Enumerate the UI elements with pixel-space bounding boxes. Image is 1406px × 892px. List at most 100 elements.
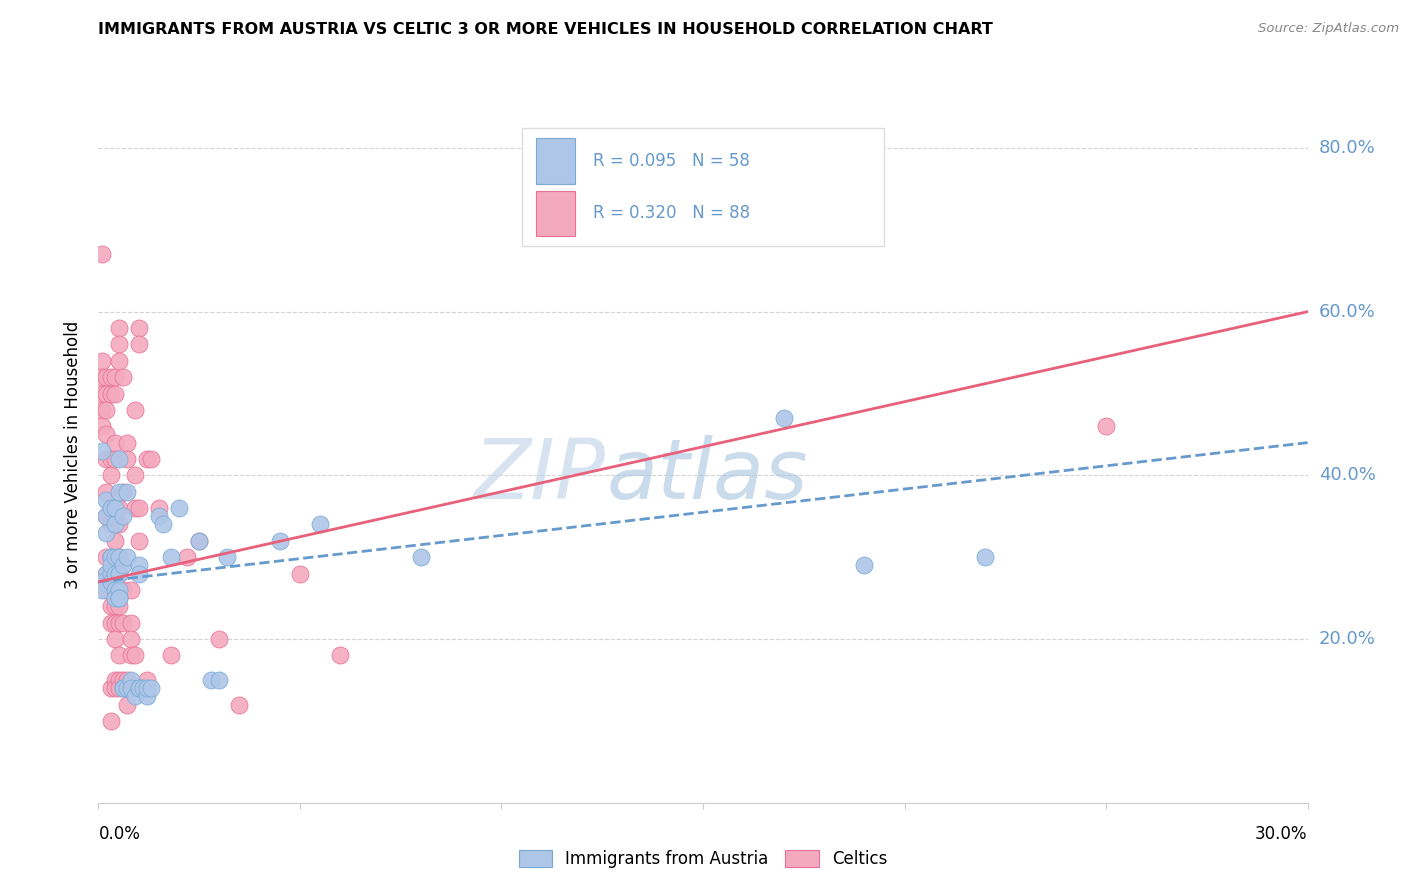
Point — [188, 533, 211, 548]
Point — [96, 452, 118, 467]
Point — [115, 673, 138, 687]
Point — [103, 435, 125, 450]
Point — [91, 574, 114, 589]
Point — [107, 591, 129, 606]
Bar — [536, 191, 575, 235]
Point — [96, 509, 118, 524]
Y-axis label: 3 or more Vehicles in Household: 3 or more Vehicles in Household — [65, 321, 83, 589]
Point — [115, 435, 138, 450]
Point — [107, 681, 129, 696]
Point — [100, 574, 122, 589]
Point — [128, 681, 150, 696]
Point — [91, 370, 114, 384]
Point — [135, 690, 157, 704]
Point — [329, 648, 352, 663]
Point — [135, 673, 157, 687]
Point — [111, 370, 134, 384]
Point — [100, 615, 122, 630]
Point — [103, 501, 125, 516]
Point — [91, 247, 114, 261]
Point — [128, 681, 150, 696]
Point — [128, 321, 150, 335]
Point — [96, 582, 118, 597]
Point — [103, 615, 125, 630]
Point — [96, 566, 118, 581]
Point — [100, 582, 122, 597]
FancyBboxPatch shape — [522, 128, 884, 246]
Point — [111, 484, 134, 499]
Point — [128, 566, 150, 581]
Point — [91, 386, 114, 401]
Point — [96, 492, 118, 507]
Point — [208, 673, 231, 687]
Point — [107, 599, 129, 614]
Point — [103, 501, 125, 516]
Point — [107, 648, 129, 663]
Point — [107, 484, 129, 499]
Point — [974, 550, 997, 565]
Point — [96, 509, 118, 524]
Point — [217, 550, 239, 565]
Point — [100, 681, 122, 696]
Point — [103, 550, 125, 565]
Point — [103, 370, 125, 384]
Point — [107, 615, 129, 630]
Point — [128, 533, 150, 548]
Point — [103, 509, 125, 524]
Point — [100, 501, 122, 516]
Point — [91, 353, 114, 368]
Point — [228, 698, 250, 712]
Legend: Immigrants from Austria, Celtics: Immigrants from Austria, Celtics — [512, 843, 894, 875]
Point — [124, 690, 146, 704]
Point — [115, 698, 138, 712]
Point — [107, 337, 129, 351]
Point — [96, 427, 118, 442]
Point — [100, 452, 122, 467]
Point — [288, 566, 311, 581]
Text: ZIP: ZIP — [474, 435, 606, 516]
Point — [135, 681, 157, 696]
Point — [124, 648, 146, 663]
Point — [152, 517, 174, 532]
Point — [111, 615, 134, 630]
Point — [107, 582, 129, 597]
Bar — [536, 138, 575, 184]
Point — [115, 681, 138, 696]
Point — [111, 673, 134, 687]
Point — [120, 582, 142, 597]
Point — [111, 681, 134, 696]
Point — [269, 533, 291, 548]
Point — [107, 517, 129, 532]
Point — [208, 632, 231, 646]
Point — [103, 386, 125, 401]
Text: 80.0%: 80.0% — [1319, 139, 1375, 157]
Point — [100, 386, 122, 401]
Point — [100, 714, 122, 728]
Point — [167, 501, 190, 516]
Point — [135, 452, 157, 467]
Point — [115, 484, 138, 499]
Point — [111, 509, 134, 524]
Point — [103, 517, 125, 532]
Point — [107, 321, 129, 335]
Point — [91, 582, 114, 597]
Point — [96, 566, 118, 581]
Point — [309, 517, 332, 532]
Point — [176, 550, 198, 565]
Point — [103, 452, 125, 467]
Point — [120, 681, 142, 696]
Point — [107, 673, 129, 687]
Point — [124, 501, 146, 516]
Point — [100, 517, 122, 532]
Point — [103, 673, 125, 687]
Point — [139, 681, 162, 696]
Text: atlas: atlas — [606, 435, 808, 516]
Text: 20.0%: 20.0% — [1319, 630, 1375, 648]
Point — [160, 648, 183, 663]
Point — [128, 558, 150, 573]
Point — [124, 468, 146, 483]
Point — [772, 411, 794, 425]
Point — [91, 443, 114, 458]
Text: 0.0%: 0.0% — [98, 825, 141, 843]
Point — [107, 550, 129, 565]
